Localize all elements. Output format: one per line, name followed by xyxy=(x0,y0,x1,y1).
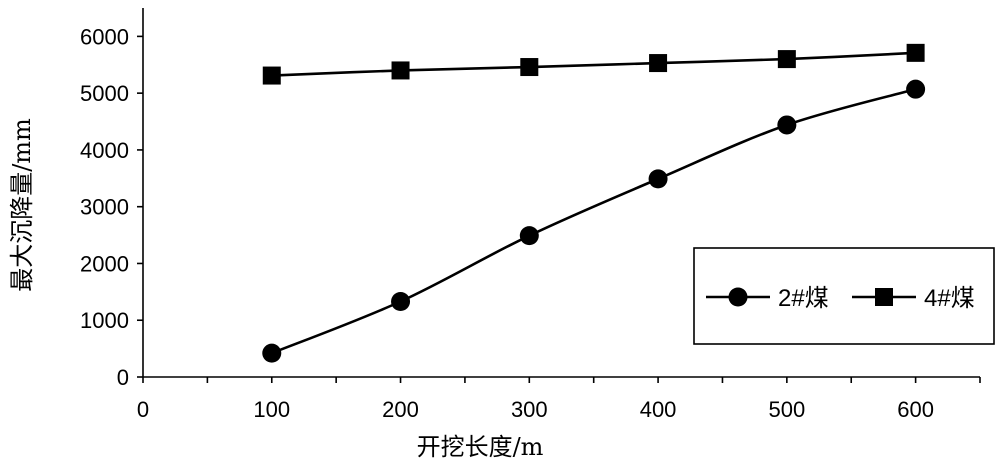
circle-marker xyxy=(262,343,282,363)
circle-marker xyxy=(519,226,539,246)
legend: 2#煤 4#煤 xyxy=(693,247,995,345)
square-marker xyxy=(391,61,410,80)
square-marker xyxy=(649,54,668,73)
x-tick-label: 0 xyxy=(137,397,149,422)
x-tick-label: 400 xyxy=(640,397,677,422)
y-tick-label: 0 xyxy=(117,365,129,390)
chart-axes xyxy=(142,8,980,378)
x-ticks: 0 100 200 300 400 500 600 xyxy=(137,377,981,422)
square-marker xyxy=(777,50,796,69)
y-ticks: 0 1000 2000 3000 4000 5000 6000 xyxy=(80,24,143,390)
circle-marker xyxy=(391,291,411,311)
legend-item: 4#煤 xyxy=(852,285,975,312)
series-1 xyxy=(262,79,926,363)
circle-marker xyxy=(906,79,926,99)
series-2 xyxy=(262,43,925,85)
y-tick-label: 4000 xyxy=(80,138,129,163)
y-tick-label: 1000 xyxy=(80,308,129,333)
y-axis-title: 最大沉降量/mm xyxy=(8,118,36,292)
y-tick-label: 5000 xyxy=(80,81,129,106)
circle-marker xyxy=(648,169,668,189)
series-line xyxy=(271,87,916,355)
square-marker xyxy=(906,43,925,62)
x-tick-label: 500 xyxy=(768,397,805,422)
x-tick-label: 600 xyxy=(897,397,934,422)
series-line xyxy=(271,51,916,77)
x-axis-title: 开挖长度/m xyxy=(417,433,544,461)
y-tick-label: 3000 xyxy=(80,195,129,220)
x-tick-label: 300 xyxy=(511,397,548,422)
square-marker xyxy=(520,58,539,77)
x-tick-label: 200 xyxy=(382,397,419,422)
square-marker xyxy=(262,66,281,85)
y-tick-label: 6000 xyxy=(80,24,129,49)
y-tick-label: 2000 xyxy=(80,251,129,276)
circle-marker xyxy=(777,115,797,135)
legend-marker xyxy=(875,288,893,306)
legend-items: 2#煤 4#煤 xyxy=(706,285,975,312)
legend-label: 4#煤 xyxy=(924,285,975,312)
x-tick-label: 100 xyxy=(253,397,290,422)
series-layer xyxy=(262,43,926,363)
legend-label: 2#煤 xyxy=(778,285,829,312)
legend-item: 2#煤 xyxy=(706,285,829,312)
legend-marker xyxy=(728,287,748,307)
